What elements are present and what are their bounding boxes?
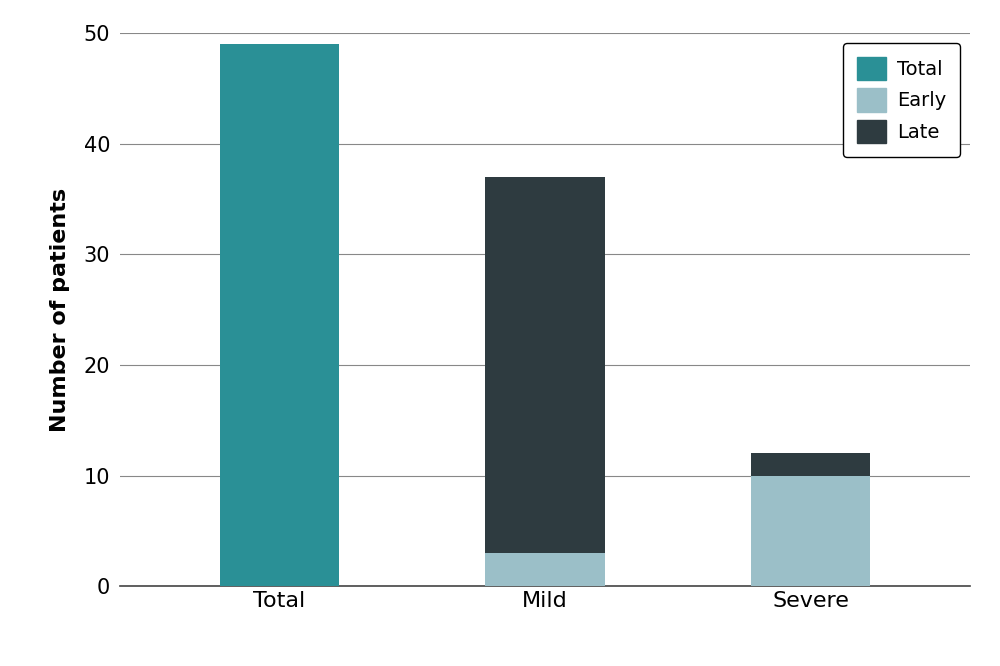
Bar xyxy=(220,45,339,586)
Y-axis label: Number of patients: Number of patients xyxy=(50,188,70,432)
Bar xyxy=(751,476,870,586)
Bar xyxy=(485,177,605,553)
Legend: Total, Early, Late: Total, Early, Late xyxy=(843,43,960,157)
Bar xyxy=(485,553,605,586)
Bar xyxy=(751,454,870,476)
